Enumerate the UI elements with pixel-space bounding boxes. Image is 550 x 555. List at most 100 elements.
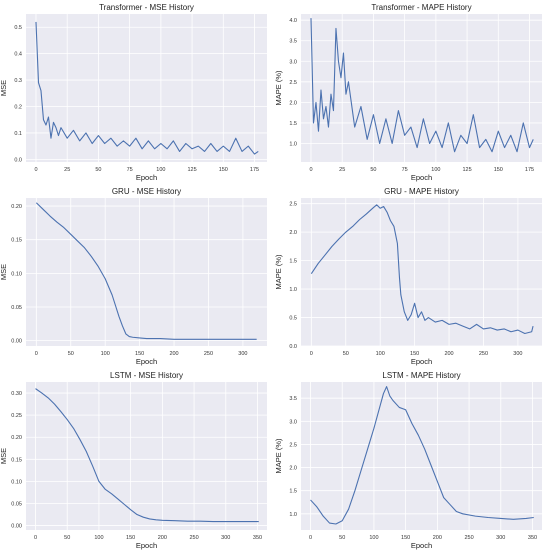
x-tick-label: 125 bbox=[462, 167, 471, 173]
x-tick-label: 150 bbox=[401, 535, 410, 541]
x-axis-label: Epoch bbox=[136, 357, 157, 366]
y-tick-label: 2.5 bbox=[289, 202, 297, 208]
x-tick-label: 300 bbox=[513, 351, 522, 357]
y-tick-label: 0.15 bbox=[11, 457, 22, 463]
chart-title: LSTM - MSE History bbox=[110, 371, 183, 380]
x-tick-label: 125 bbox=[187, 167, 196, 173]
x-tick-label: 250 bbox=[464, 535, 473, 541]
y-tick-label: 1.5 bbox=[289, 259, 297, 265]
y-tick-label: 0.10 bbox=[11, 479, 22, 485]
x-tick-label: 300 bbox=[238, 351, 247, 357]
y-tick-label: 0.00 bbox=[11, 524, 22, 530]
x-axis-label: Epoch bbox=[411, 357, 432, 366]
chart-panel-4: 0 50 100 150 200 250 300 0.0 0.5 1.0 1.5 2.0 2.5 GRU … bbox=[274, 187, 542, 366]
y-tick-label: 0.4 bbox=[14, 52, 22, 58]
x-tick-label: 0 bbox=[309, 167, 312, 173]
plot-area bbox=[26, 382, 267, 530]
y-tick-label: 2.5 bbox=[289, 80, 297, 86]
y-tick-label: 0.05 bbox=[11, 501, 22, 507]
x-tick-label: 250 bbox=[189, 535, 198, 541]
x-tick-label: 150 bbox=[219, 167, 228, 173]
plot-area bbox=[26, 198, 267, 346]
x-tick-label: 200 bbox=[169, 351, 178, 357]
x-tick-label: 350 bbox=[528, 535, 537, 541]
y-axis-label: MAPE (%) bbox=[274, 254, 283, 290]
y-tick-label: 0.5 bbox=[14, 25, 22, 31]
x-tick-label: 300 bbox=[221, 535, 230, 541]
x-tick-label: 25 bbox=[339, 167, 345, 173]
y-tick-label: 1.0 bbox=[289, 287, 297, 293]
y-tick-label: 0.20 bbox=[11, 204, 22, 210]
y-tick-label: 1.5 bbox=[289, 489, 297, 495]
x-tick-label: 75 bbox=[402, 167, 408, 173]
y-tick-label: 0.00 bbox=[11, 339, 22, 345]
x-tick-label: 50 bbox=[370, 167, 376, 173]
x-axis-label: Epoch bbox=[411, 173, 432, 182]
chart-title: GRU - MAPE History bbox=[384, 187, 459, 196]
x-tick-label: 100 bbox=[369, 535, 378, 541]
plot-area bbox=[301, 382, 542, 530]
y-tick-label: 2.0 bbox=[289, 466, 297, 472]
x-tick-label: 50 bbox=[339, 535, 345, 541]
y-tick-label: 3.5 bbox=[289, 396, 297, 402]
y-tick-label: 2.0 bbox=[289, 230, 297, 236]
x-tick-label: 50 bbox=[68, 351, 74, 357]
x-tick-label: 100 bbox=[94, 535, 103, 541]
y-tick-label: 0.0 bbox=[289, 344, 297, 350]
x-tick-label: 50 bbox=[95, 167, 101, 173]
y-tick-label: 2.5 bbox=[289, 442, 297, 448]
x-tick-label: 100 bbox=[376, 351, 385, 357]
y-tick-label: 2.0 bbox=[289, 100, 297, 106]
x-axis-label: Epoch bbox=[411, 541, 432, 550]
y-tick-label: 0.1 bbox=[14, 131, 22, 137]
y-axis-label: MSE bbox=[0, 80, 8, 96]
chart-title: GRU - MSE History bbox=[112, 187, 181, 196]
x-tick-label: 75 bbox=[127, 167, 133, 173]
x-axis-label: Epoch bbox=[136, 173, 157, 182]
chart-title: Transformer - MSE History bbox=[99, 3, 194, 12]
x-tick-label: 250 bbox=[479, 351, 488, 357]
y-tick-label: 1.5 bbox=[289, 121, 297, 127]
x-tick-label: 0 bbox=[310, 351, 313, 357]
x-tick-label: 0 bbox=[34, 167, 37, 173]
x-tick-label: 0 bbox=[35, 351, 38, 357]
y-axis-label: MAPE (%) bbox=[274, 438, 283, 474]
plot-area bbox=[301, 198, 542, 346]
chart-title: Transformer - MAPE History bbox=[371, 3, 471, 12]
chart-title: LSTM - MAPE History bbox=[382, 371, 460, 380]
y-tick-label: 1.0 bbox=[289, 142, 297, 148]
x-tick-label: 150 bbox=[126, 535, 135, 541]
x-tick-label: 350 bbox=[253, 535, 262, 541]
chart-panel-3: 0 50 100 150 200 250 300 0.00 0.05 0.10 0.15 0.20 GR… bbox=[0, 187, 267, 366]
y-tick-label: 0.05 bbox=[11, 305, 22, 311]
series-line-1 bbox=[310, 386, 534, 525]
chart-panel-6: 0 50 100 150 200 250 300 350 1.0 1.5 2.0 2.5 3.0 3.5 L… bbox=[274, 371, 542, 550]
series-line-1 bbox=[35, 388, 259, 523]
x-tick-label: 100 bbox=[101, 351, 110, 357]
y-tick-label: 1.0 bbox=[289, 512, 297, 518]
x-tick-label: 50 bbox=[343, 351, 349, 357]
series-line-1 bbox=[310, 204, 534, 335]
y-axis-label: MSE bbox=[0, 264, 8, 280]
x-tick-label: 50 bbox=[64, 535, 70, 541]
x-tick-label: 250 bbox=[204, 351, 213, 357]
y-tick-label: 0.25 bbox=[11, 413, 22, 419]
y-tick-label: 0.2 bbox=[14, 105, 22, 111]
chart-panel-2: 0 25 50 75 100 125 150 175 1.0 1.5 2.0 2.5 3.0 3.5 4.0… bbox=[274, 3, 542, 182]
x-tick-label: 200 bbox=[158, 535, 167, 541]
y-tick-label: 0.30 bbox=[11, 391, 22, 397]
x-axis-label: Epoch bbox=[136, 541, 157, 550]
plot-area bbox=[301, 14, 542, 162]
x-tick-label: 100 bbox=[156, 167, 165, 173]
y-tick-label: 3.5 bbox=[289, 39, 297, 45]
chart-panel-5: 0 50 100 150 200 250 300 350 0.00 0.05 0.10 0.15 0.2… bbox=[0, 371, 267, 550]
x-tick-label: 150 bbox=[494, 167, 503, 173]
y-tick-label: 4.0 bbox=[289, 18, 297, 24]
x-tick-label: 175 bbox=[525, 167, 534, 173]
y-tick-label: 0.0 bbox=[14, 157, 22, 163]
y-tick-label: 0.5 bbox=[289, 316, 297, 322]
series-line-1 bbox=[35, 21, 259, 155]
x-tick-label: 175 bbox=[250, 167, 259, 173]
